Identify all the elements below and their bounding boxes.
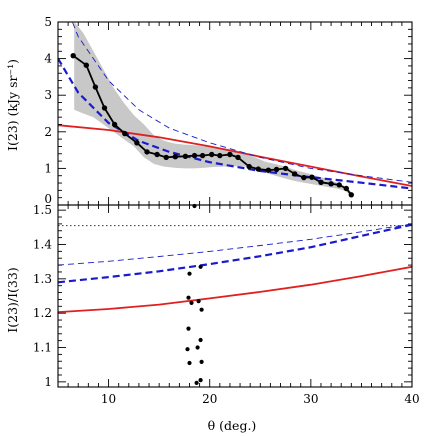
bottom-y-tick-label-1: 1 [44, 375, 52, 389]
top-data-point [122, 130, 128, 137]
top-model-blue-thick-dashed-curve [58, 58, 412, 190]
top-model-blue-thin-dashed-curve [71, 22, 412, 183]
bottom-ratio-points [185, 203, 204, 385]
top-data-point [172, 154, 178, 160]
top-data-point [70, 53, 76, 59]
top-data-point [199, 152, 206, 159]
top-data-point [134, 140, 140, 146]
top-model-curves [58, 22, 412, 190]
top-data-point [336, 182, 342, 188]
x-tick-label-10: 10 [101, 392, 116, 406]
top-data-point [154, 151, 160, 158]
bottom-model-curves [58, 223, 412, 313]
top-data-point [309, 174, 315, 180]
ratio-point [186, 326, 191, 331]
bottom-y-tick-label-1.5: 1.5 [33, 203, 52, 217]
top-data-point [209, 151, 215, 158]
top-data-point [246, 163, 252, 170]
uncertainty-band [74, 22, 352, 198]
top-data-point [191, 152, 198, 159]
ratio-point [185, 347, 190, 352]
bottom-model-red-curve [58, 265, 412, 313]
ratio-point [199, 359, 204, 364]
ratio-point [196, 299, 201, 304]
top-data-point [83, 62, 90, 68]
top-model-red-curve [58, 124, 412, 187]
bottom-y-axis-label: I(23)/I(33) [5, 267, 20, 332]
ratio-point [187, 271, 192, 276]
top-data-point [273, 166, 280, 173]
x-tick-label-20: 20 [202, 392, 217, 406]
top-data-point [255, 166, 261, 172]
top-y-tick-label-1: 1 [44, 161, 52, 175]
axis-ticks [57, 21, 413, 387]
top-y-tick-label-3: 3 [44, 88, 52, 102]
x-tick-label-30: 30 [303, 392, 318, 406]
bottom-y-tick-label-1.4: 1.4 [33, 237, 52, 251]
top-data-point [144, 149, 150, 155]
top-y-tick-label-5: 5 [44, 15, 52, 29]
top-y-axis-label: I(23) (kJy sr⁻¹) [5, 59, 20, 151]
bottom-panel-frame [57, 204, 413, 388]
ratio-point [198, 337, 203, 343]
top-data-point [265, 167, 272, 173]
top-uncertainty-band [74, 22, 352, 198]
top-data-series [70, 53, 354, 198]
top-y-tick-label-2: 2 [44, 125, 52, 139]
bottom-y-tick-label-1.1: 1.1 [33, 341, 52, 355]
ratio-point [187, 360, 192, 366]
top-data-point [101, 105, 108, 111]
ratio-point [198, 264, 203, 269]
ratio-point [199, 307, 204, 312]
bottom-model-blue-thin-dashed-curve [58, 223, 412, 266]
top-y-tick-label-4: 4 [44, 52, 52, 66]
top-data-point [92, 84, 99, 90]
top-data-point [292, 171, 298, 177]
top-data-point [348, 192, 354, 198]
top-data-point [318, 179, 324, 185]
top-data-point [301, 174, 307, 181]
bottom-model-blue-thick-dashed-curve [58, 223, 412, 284]
x-axis-label: θ (deg.) [208, 418, 257, 433]
top-data-point [227, 151, 233, 158]
ratio-point [189, 300, 194, 305]
top-data-point [163, 154, 169, 161]
ratio-point [198, 378, 203, 383]
panel-frames [57, 21, 413, 388]
top-data-point [282, 165, 289, 172]
top-data-point [235, 154, 241, 161]
x-tick-label-40: 40 [404, 392, 419, 406]
ratio-point [186, 295, 191, 300]
bottom-y-tick-label-1.2: 1.2 [33, 306, 52, 320]
top-y-tick-label-0: 0 [44, 192, 52, 206]
ratio-point [194, 380, 199, 385]
top-data-point [328, 181, 334, 187]
top-data-point [343, 185, 349, 192]
bottom-y-tick-label-1.3: 1.3 [33, 272, 52, 286]
ratio-point [195, 345, 200, 350]
top-data-point [217, 152, 223, 159]
top-data-point [111, 121, 118, 128]
top-data-point [182, 153, 189, 159]
